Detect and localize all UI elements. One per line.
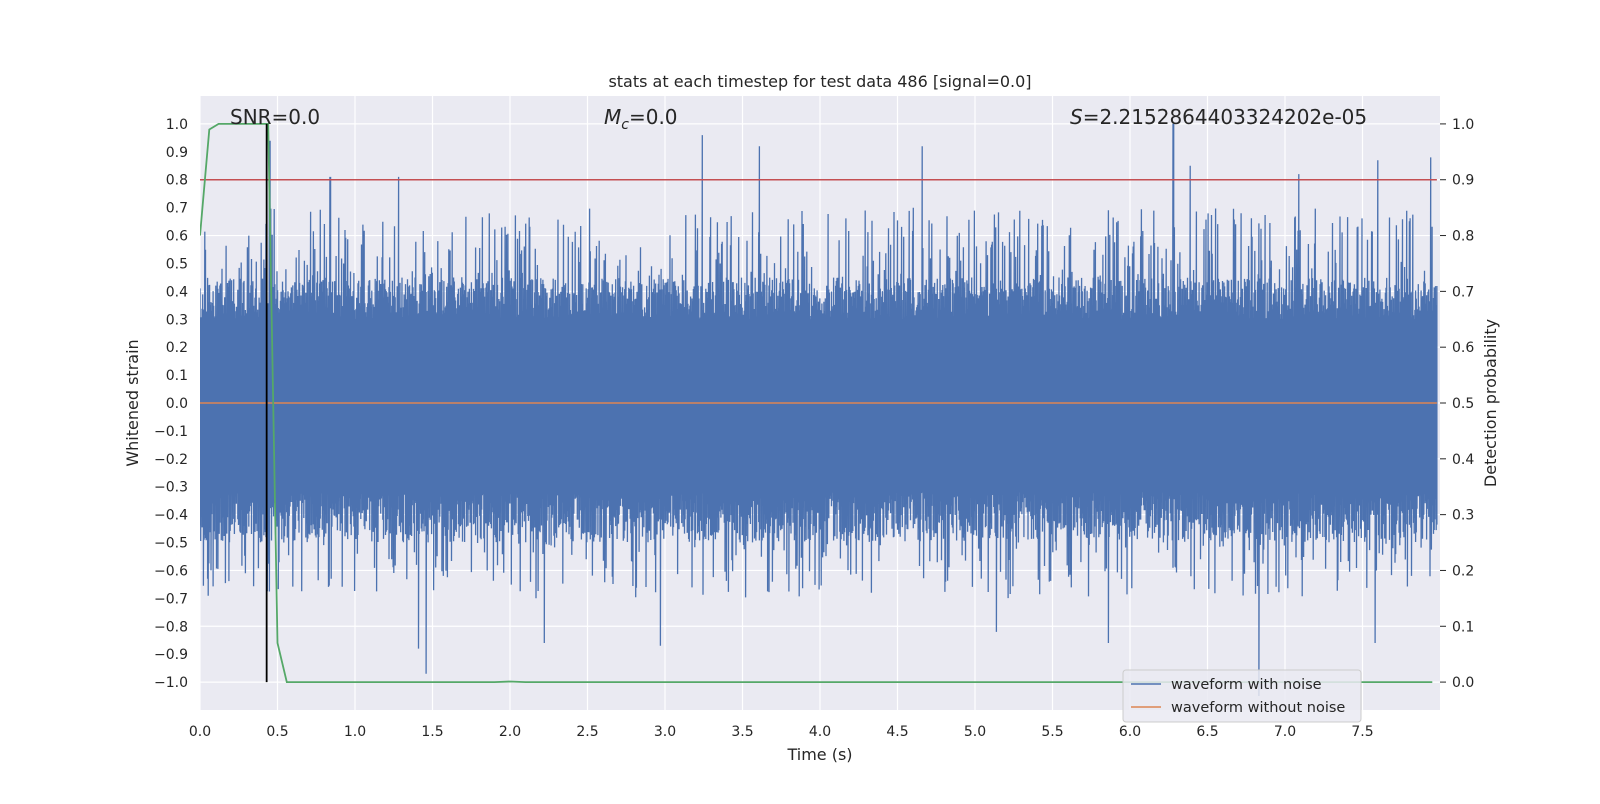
y-right-tick-label: 0.4: [1452, 452, 1474, 468]
x-tick-label: 5.0: [964, 724, 986, 740]
y-right-tick-label: 0.6: [1452, 340, 1474, 356]
x-tick-label: 4.0: [809, 724, 831, 740]
x-tick-label: 2.5: [576, 724, 598, 740]
x-tick-label: 4.5: [886, 724, 908, 740]
waveform-noise-trace: [200, 123, 1438, 697]
y-tick-label: −0.4: [154, 508, 188, 524]
y-tick-label: −0.9: [154, 647, 188, 663]
y-right-tick-label: 0.5: [1452, 396, 1474, 412]
legend: waveform with noise waveform without noi…: [1122, 669, 1362, 723]
y-right-tick-label: 0.3: [1452, 508, 1474, 524]
y-axis-right-label: Detection probability: [1481, 319, 1500, 487]
annotation-chirp-mass: Mc=0.0: [604, 105, 678, 133]
x-axis-label: Time (s): [786, 745, 852, 764]
x-tick-label: 7.5: [1351, 724, 1373, 740]
x-tick-label: 3.5: [731, 724, 753, 740]
series-detection-probability: [200, 123, 1433, 683]
annotation-snr: SNR=0.0: [230, 105, 320, 129]
y-tick-label: 0.2: [166, 340, 188, 356]
y-tick-label: 0.5: [166, 256, 188, 272]
y-axis-right: 1.0 0.9 0.8 0.7 0.6 0.5 0.4 0.3 0.2 0.1 0.0: [1440, 117, 1474, 691]
y-tick-label: 0.9: [166, 145, 188, 161]
x-tick-label: 3.0: [654, 724, 676, 740]
y-axis-left: 1.0 0.9 0.8 0.7 0.6 0.5 0.4 0.3 0.2 0.1 0.0 −0.1 −0.…: [154, 117, 188, 691]
x-tick-label: 0.0: [189, 724, 211, 740]
y-tick-label: −0.5: [154, 536, 188, 552]
x-tick-label: 1.5: [421, 724, 443, 740]
y-axis-label: Whitened strain: [123, 339, 142, 466]
y-right-tick-label: 0.1: [1452, 619, 1474, 635]
y-tick-label: 1.0: [166, 117, 188, 133]
y-tick-label: −0.6: [154, 563, 188, 579]
legend-label-waveform-without-noise: waveform without noise: [1171, 700, 1345, 716]
y-tick-label: 0.7: [166, 201, 188, 217]
x-tick-label: 6.0: [1119, 724, 1141, 740]
y-right-tick-label: 0.0: [1452, 675, 1474, 691]
y-tick-label: 0.4: [166, 284, 188, 300]
y-tick-label: −0.8: [154, 619, 188, 635]
y-tick-label: −0.1: [154, 424, 188, 440]
y-tick-label: −1.0: [154, 675, 188, 691]
x-tick-label: 0.5: [266, 724, 288, 740]
legend-box: [1122, 669, 1362, 723]
y-tick-label: 0.8: [166, 173, 188, 189]
y-tick-label: 0.3: [166, 312, 188, 328]
y-right-tick-label: 1.0: [1452, 117, 1474, 133]
annotation-s-value: S=2.2152864403324202e-05: [1070, 105, 1367, 129]
x-tick-label: 1.0: [344, 724, 366, 740]
x-tick-label: 5.5: [1041, 724, 1063, 740]
y-tick-label: 0.1: [166, 368, 188, 384]
y-tick-label: −0.3: [154, 480, 188, 496]
legend-label-waveform-with-noise: waveform with noise: [1171, 677, 1322, 693]
x-tick-label: 6.5: [1196, 724, 1218, 740]
chart-title: stats at each timestep for test data 486…: [608, 72, 1031, 91]
y-tick-label: −0.2: [154, 452, 188, 468]
y-right-tick-label: 0.8: [1452, 229, 1474, 245]
x-tick-label: 7.0: [1274, 724, 1296, 740]
y-tick-label: 0.6: [166, 229, 188, 245]
x-tick-label: 2.0: [499, 724, 521, 740]
y-right-tick-label: 0.9: [1452, 173, 1474, 189]
y-right-tick-label: 0.2: [1452, 563, 1474, 579]
y-tick-label: −0.7: [154, 591, 188, 607]
x-axis: 0.0 0.5 1.0 1.5 2.0 2.5 3.0 3.5 4.0 4.5 5.0 5.5 6.0 6…: [189, 724, 1374, 740]
y-right-tick-label: 0.7: [1452, 284, 1474, 300]
y-tick-label: 0.0: [166, 396, 188, 412]
